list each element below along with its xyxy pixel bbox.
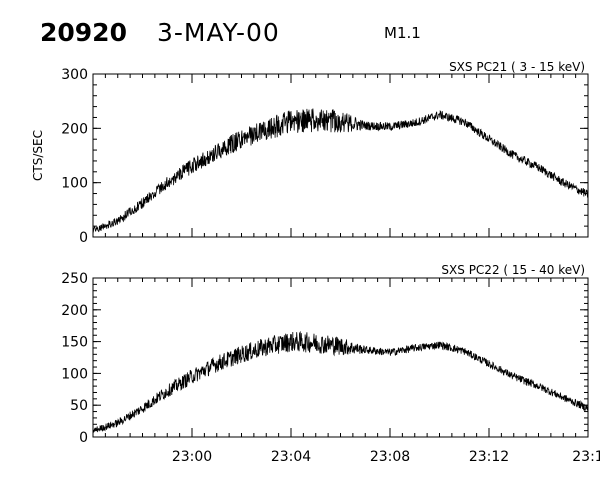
event-date: 3-MAY-00 xyxy=(157,18,280,47)
y-tick-label: 300 xyxy=(61,67,88,83)
count-rate-line xyxy=(92,108,589,234)
x-tick-label: 23:00 xyxy=(172,449,212,465)
y-tick-label: 150 xyxy=(61,335,88,351)
panel-title: SXS PC22 ( 15 - 40 keV) xyxy=(441,263,585,277)
y-tick-label: 50 xyxy=(70,398,88,414)
y-tick-label: 0 xyxy=(79,430,88,446)
x-tick-label: 23:08 xyxy=(370,449,410,465)
y-tick-label: 100 xyxy=(61,176,88,192)
y-tick-label: 100 xyxy=(61,366,88,382)
chart-panel-1: SXS PC21 ( 3 - 15 keV) CTS/SEC 0 100 200 300 xyxy=(31,60,589,246)
chart-panel-2: SXS PC22 ( 15 - 40 keV) 0 50 100 150 200 250 23… xyxy=(61,263,600,465)
count-rate-line xyxy=(92,330,589,433)
x-tick-label: 23:1 xyxy=(572,449,600,465)
y-tick-label: 250 xyxy=(61,271,88,287)
x-tick-label: 23:04 xyxy=(271,449,311,465)
plot-frame xyxy=(92,73,589,238)
x-tick-label: 23:12 xyxy=(469,449,509,465)
panel-title: SXS PC21 ( 3 - 15 keV) xyxy=(449,60,585,74)
event-id: 20920 xyxy=(40,18,127,47)
y-axis-label: CTS/SEC xyxy=(31,130,45,181)
y-tick-label: 200 xyxy=(61,121,88,137)
flare-class: M1.1 xyxy=(384,24,421,42)
y-tick-label: 200 xyxy=(61,303,88,319)
plot-frame xyxy=(92,277,589,438)
y-tick-label: 0 xyxy=(79,230,88,246)
